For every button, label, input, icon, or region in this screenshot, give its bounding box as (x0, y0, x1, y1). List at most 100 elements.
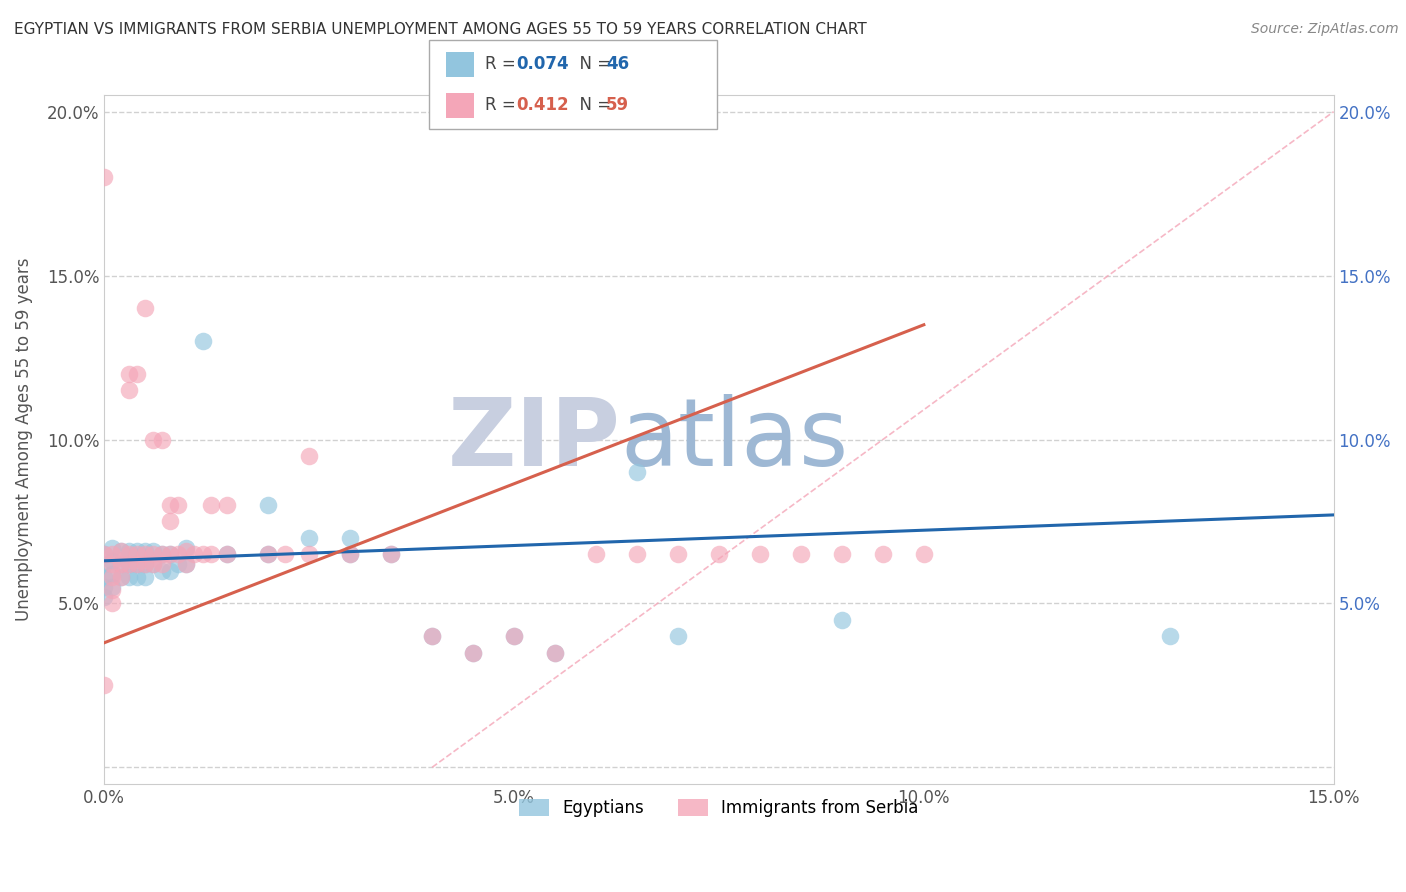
Point (125, 544, 148, 558)
Text: 59: 59 (606, 96, 628, 114)
Point (142, 547, 165, 561)
Point (666, 629, 689, 643)
Text: N =: N = (569, 55, 617, 73)
Point (110, 544, 132, 558)
Point (200, 498, 222, 512)
Point (93, 570, 115, 584)
Point (461, 646, 484, 660)
Text: 0.412: 0.412 (516, 96, 568, 114)
Point (298, 449, 321, 463)
Point (118, 557, 141, 571)
Text: N =: N = (569, 96, 617, 114)
Text: Source: ZipAtlas.com: Source: ZipAtlas.com (1251, 22, 1399, 37)
Text: 0.074: 0.074 (516, 55, 568, 73)
Point (118, 547, 141, 561)
Point (159, 498, 181, 512)
Point (380, 547, 402, 561)
Point (142, 557, 165, 571)
Point (191, 334, 214, 348)
Point (461, 646, 484, 660)
Point (142, 544, 165, 558)
Text: R =: R = (485, 96, 522, 114)
Point (273, 547, 295, 561)
Text: EGYPTIAN VS IMMIGRANTS FROM SERBIA UNEMPLOYMENT AMONG AGES 55 TO 59 YEARS CORREL: EGYPTIAN VS IMMIGRANTS FROM SERBIA UNEMP… (14, 22, 868, 37)
Point (125, 570, 148, 584)
Point (544, 646, 567, 660)
Point (93, 557, 115, 571)
Point (150, 557, 173, 571)
Point (159, 564, 181, 578)
Point (380, 547, 402, 561)
Point (110, 570, 132, 584)
Point (174, 557, 197, 571)
Point (134, 544, 156, 558)
Point (125, 557, 148, 571)
Point (101, 554, 124, 568)
Point (101, 570, 124, 584)
Point (142, 433, 165, 447)
Point (626, 465, 648, 479)
Point (626, 547, 648, 561)
Point (134, 301, 156, 316)
Point (110, 544, 132, 558)
Point (544, 646, 567, 660)
Point (101, 566, 124, 581)
Point (125, 557, 148, 571)
Point (118, 557, 141, 571)
Point (217, 498, 239, 512)
Point (217, 547, 239, 561)
Point (150, 564, 173, 578)
Point (339, 547, 361, 561)
Point (831, 613, 853, 627)
Point (101, 541, 124, 555)
Point (125, 547, 148, 561)
Text: atlas: atlas (620, 393, 849, 485)
Point (118, 544, 141, 558)
Point (174, 544, 197, 558)
Point (134, 557, 156, 571)
Point (420, 629, 443, 643)
Point (93, 590, 115, 604)
Point (101, 580, 124, 594)
Point (150, 547, 173, 561)
Point (167, 498, 190, 512)
Point (191, 547, 214, 561)
Point (872, 547, 894, 561)
Point (748, 547, 770, 561)
Point (167, 547, 190, 561)
Point (339, 547, 361, 561)
Point (200, 547, 222, 561)
Point (118, 367, 141, 381)
Point (174, 557, 197, 571)
Point (93, 678, 115, 692)
Legend: Egyptians, Immigrants from Serbia: Egyptians, Immigrants from Serbia (513, 792, 925, 823)
Point (585, 547, 607, 561)
Point (150, 433, 173, 447)
Point (666, 547, 689, 561)
Point (167, 557, 190, 571)
Point (159, 547, 181, 561)
Point (142, 557, 165, 571)
Point (101, 547, 124, 561)
Point (339, 531, 361, 545)
Point (503, 629, 526, 643)
Point (118, 570, 141, 584)
Point (831, 547, 853, 561)
Point (912, 547, 935, 561)
Point (298, 547, 321, 561)
Text: R =: R = (485, 55, 522, 73)
Point (125, 367, 148, 381)
Point (93, 170, 115, 185)
Point (420, 629, 443, 643)
Point (159, 547, 181, 561)
Point (790, 547, 813, 561)
Point (134, 570, 156, 584)
Point (101, 596, 124, 610)
Point (707, 547, 730, 561)
Point (134, 547, 156, 561)
Point (93, 547, 115, 561)
Point (503, 629, 526, 643)
Point (257, 547, 280, 561)
Point (110, 557, 132, 571)
Y-axis label: Unemployment Among Ages 55 to 59 years: Unemployment Among Ages 55 to 59 years (15, 258, 32, 621)
